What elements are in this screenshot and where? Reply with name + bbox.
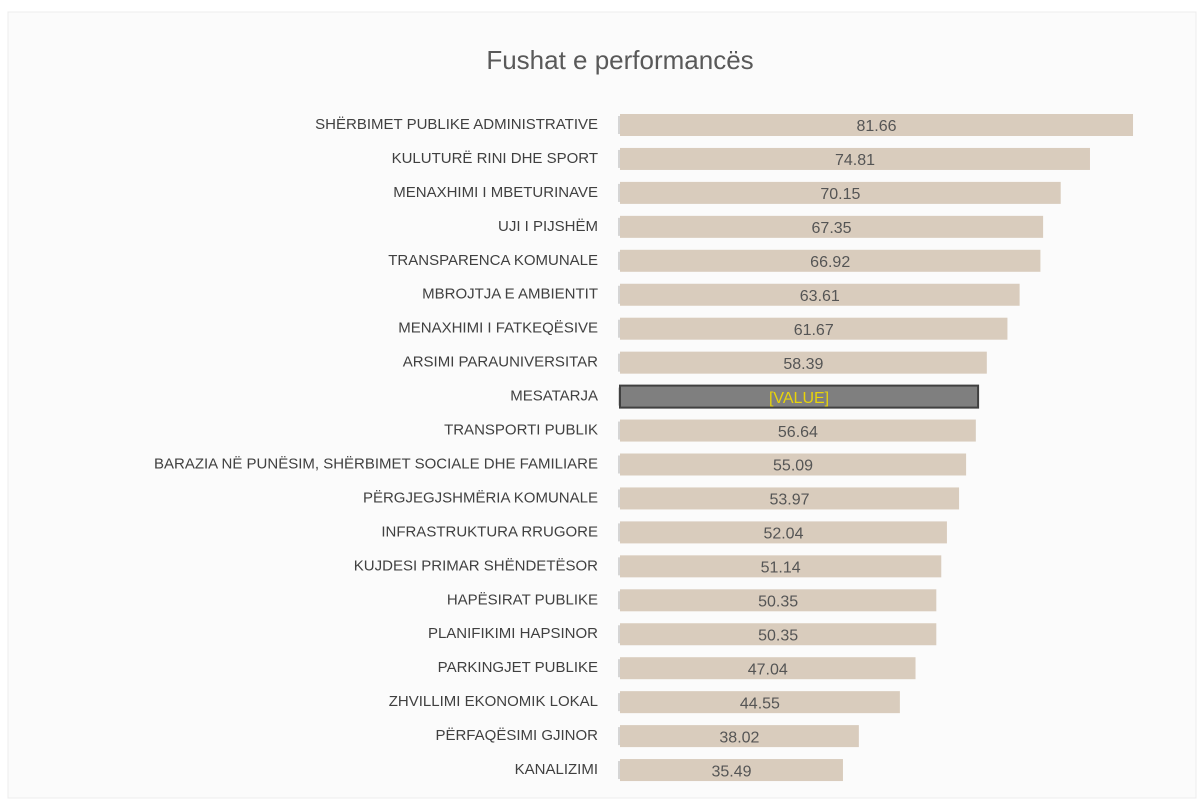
bar xyxy=(620,453,967,476)
bar xyxy=(620,283,1020,306)
bar xyxy=(620,419,976,442)
bar xyxy=(619,384,980,409)
value-label: 63.61 xyxy=(800,288,840,305)
bar xyxy=(620,657,916,680)
value-label: 66.92 xyxy=(810,254,850,271)
category-label: HAPËSIRAT PUBLIKE xyxy=(447,591,598,608)
value-label: 35.49 xyxy=(711,763,751,780)
bar xyxy=(620,691,900,714)
bar xyxy=(620,487,960,510)
value-label: 67.35 xyxy=(812,220,852,237)
bar xyxy=(620,759,843,782)
bar xyxy=(620,215,1044,238)
bar xyxy=(620,351,987,374)
bar xyxy=(620,555,942,578)
category-label: PARKINGJET PUBLIKE xyxy=(438,659,598,676)
value-label: 53.97 xyxy=(770,492,810,509)
bar xyxy=(620,623,937,646)
bar xyxy=(620,114,1134,136)
chart-frame xyxy=(7,11,1197,799)
bar xyxy=(620,589,937,612)
value-label: 47.04 xyxy=(748,661,788,678)
bar xyxy=(620,147,1090,170)
bar xyxy=(620,521,947,544)
bar xyxy=(620,181,1061,204)
value-label: 50.35 xyxy=(758,627,798,644)
value-label: 70.15 xyxy=(820,186,860,203)
value-label: 61.67 xyxy=(794,322,834,339)
category-label: PËRGJEGJSHMËRIA KOMUNALE xyxy=(363,489,598,506)
category-label: UJI I PIJSHËM xyxy=(498,218,598,235)
value-label: 44.55 xyxy=(740,695,780,712)
category-label: KANALIZIMI xyxy=(515,761,598,778)
category-label: KULUTURË RINI DHE SPORT xyxy=(392,150,598,167)
category-label: TRANSPARENCA KOMUNALE xyxy=(388,252,598,269)
category-label: MENAXHIMI I MBETURINAVE xyxy=(393,184,598,201)
value-label: 58.39 xyxy=(783,356,823,373)
category-label: SHËRBIMET PUBLIKE ADMINISTRATIVE xyxy=(315,116,598,133)
category-label: ARSIMI PARAUNIVERSITAR xyxy=(403,354,598,371)
category-label: BARAZIA NË PUNËSIM, SHËRBIMET SOCIALE DH… xyxy=(154,455,598,472)
category-label: MENAXHIMI I FATKEQËSIVE xyxy=(398,320,598,337)
value-label: 50.35 xyxy=(758,594,798,611)
category-label: KUJDESI PRIMAR SHËNDETËSOR xyxy=(354,557,598,574)
bar xyxy=(620,317,1008,340)
category-label: MESATARJA xyxy=(510,388,598,405)
category-label: ZHVILLIMI EKONOMIK LOKAL xyxy=(389,693,598,710)
category-label: INFRASTRUKTURA RRUGORE xyxy=(381,523,598,540)
category-label: MBROJTJA E AMBIENTIT xyxy=(422,286,598,303)
value-label: 56.64 xyxy=(778,424,818,441)
value-label: 55.09 xyxy=(773,458,813,475)
value-label: 81.66 xyxy=(856,118,896,135)
category-label: PËRFAQËSIMI GJINOR xyxy=(435,727,598,744)
value-label: 38.02 xyxy=(719,729,759,746)
chart-title: Fushat e performancës xyxy=(486,45,753,75)
value-label: 51.14 xyxy=(761,560,801,577)
category-label: TRANSPORTI PUBLIK xyxy=(444,422,598,439)
category-label: PLANIFIKIMI HAPSINOR xyxy=(428,625,598,642)
value-label: 74.81 xyxy=(835,152,875,169)
bar xyxy=(620,725,859,748)
bar xyxy=(620,249,1041,272)
value-label: 52.04 xyxy=(763,526,803,543)
value-label: [VALUE] xyxy=(769,390,829,407)
